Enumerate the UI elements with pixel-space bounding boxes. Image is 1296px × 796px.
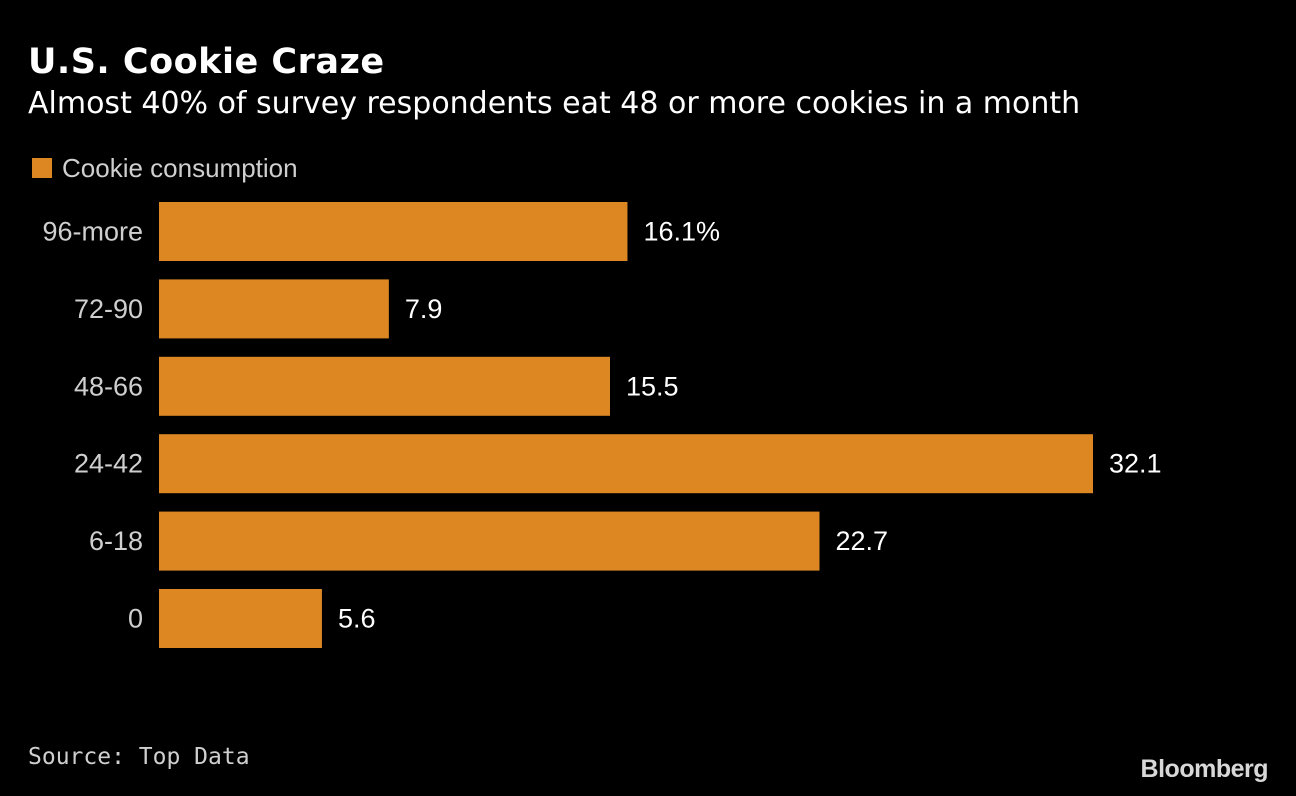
bar bbox=[159, 279, 389, 339]
bar bbox=[159, 589, 322, 648]
data-label: 15.5 bbox=[626, 371, 679, 401]
data-label: 16.1% bbox=[643, 217, 720, 247]
category-label: 96-more bbox=[42, 217, 143, 247]
chart-title: U.S. Cookie Craze bbox=[28, 42, 385, 82]
category-label: 0 bbox=[128, 604, 143, 634]
bar bbox=[159, 434, 1093, 494]
data-label: 22.7 bbox=[835, 526, 888, 556]
data-label: 32.1 bbox=[1109, 449, 1162, 479]
legend: Cookie consumption bbox=[32, 150, 298, 186]
chart-subtitle: Almost 40% of survey respondents eat 48 … bbox=[28, 86, 1081, 121]
data-label: 7.9 bbox=[405, 294, 443, 324]
legend-label: Cookie consumption bbox=[62, 152, 298, 183]
bar bbox=[159, 202, 628, 261]
category-label: 24-42 bbox=[74, 449, 143, 479]
bloomberg-logo: Bloomberg bbox=[1140, 755, 1269, 783]
legend-swatch bbox=[32, 158, 52, 178]
source-note: Source: Top Data bbox=[28, 744, 250, 770]
category-label: 72-90 bbox=[74, 294, 143, 324]
bar bbox=[159, 356, 610, 416]
bar bbox=[159, 511, 820, 571]
category-label: 48-66 bbox=[74, 371, 143, 401]
data-label: 5.6 bbox=[338, 604, 376, 634]
category-label: 6-18 bbox=[89, 526, 143, 556]
